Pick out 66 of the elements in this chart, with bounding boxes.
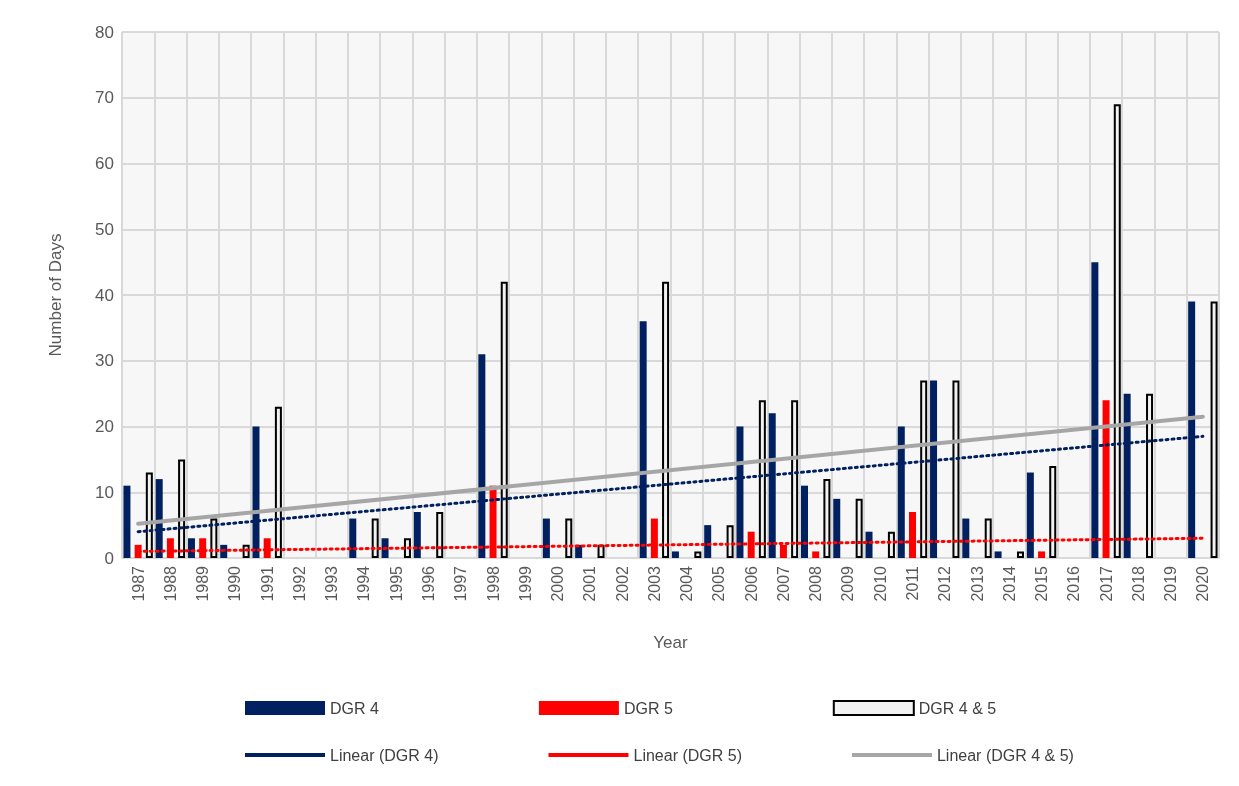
x-tick-label: 2013 bbox=[968, 565, 986, 602]
x-tick-label: 2006 bbox=[742, 565, 760, 602]
bar bbox=[381, 538, 389, 558]
y-tick-label: 50 bbox=[95, 219, 114, 239]
bar bbox=[962, 518, 970, 558]
bar bbox=[800, 485, 808, 558]
x-tick-label: 1987 bbox=[129, 565, 147, 602]
bar bbox=[865, 531, 873, 558]
x-tick-label: 2012 bbox=[936, 565, 954, 602]
y-axis-title: Number of Days bbox=[46, 233, 65, 357]
x-tick-label: 1997 bbox=[452, 565, 470, 602]
x-tick-label: 1990 bbox=[226, 565, 244, 602]
x-tick-label: 2002 bbox=[613, 565, 631, 602]
x-tick-label: 1992 bbox=[290, 565, 308, 602]
bar bbox=[833, 498, 841, 558]
x-tick-label: 1988 bbox=[161, 565, 179, 602]
x-tick-label: 1996 bbox=[420, 565, 438, 602]
y-tick-label: 20 bbox=[95, 417, 114, 436]
legend-label: DGR 4 & 5 bbox=[918, 699, 997, 717]
x-axis-title: Year bbox=[653, 633, 689, 652]
x-tick-label: 2010 bbox=[871, 565, 889, 602]
x-tick-label: 2005 bbox=[710, 565, 728, 602]
x-tick-label: 2003 bbox=[645, 565, 663, 602]
legend-label: Linear (DGR 5) bbox=[633, 746, 742, 764]
x-tick-label: 2017 bbox=[1097, 565, 1115, 602]
y-tick-label: 60 bbox=[95, 154, 114, 173]
x-tick-label: 2015 bbox=[1033, 565, 1051, 602]
x-tick-label: 1989 bbox=[194, 565, 212, 602]
x-tick-label: 2001 bbox=[581, 565, 599, 602]
x-tick-label: 2016 bbox=[1065, 565, 1083, 602]
bar bbox=[812, 551, 820, 558]
x-tick-label: 2007 bbox=[774, 565, 792, 602]
x-tick-label: 1993 bbox=[323, 565, 341, 602]
x-tick-label: 1991 bbox=[258, 565, 276, 602]
bar bbox=[704, 525, 712, 558]
x-tick-label: 1995 bbox=[387, 565, 405, 602]
x-tick-label: 1998 bbox=[484, 565, 502, 602]
y-tick-label: 40 bbox=[95, 285, 114, 305]
x-tick-label: 2014 bbox=[1000, 565, 1018, 602]
bar bbox=[349, 518, 357, 558]
x-tick-label: 2009 bbox=[839, 565, 857, 602]
x-tick-label: 2020 bbox=[1194, 565, 1212, 602]
x-tick-label: 2011 bbox=[903, 565, 921, 601]
bar bbox=[542, 518, 550, 558]
y-tick-label: 70 bbox=[95, 88, 114, 108]
x-tick-label: 1994 bbox=[355, 565, 373, 602]
x-tick-label: 2008 bbox=[807, 565, 825, 602]
legend-label: Linear (DGR 4 & 5) bbox=[936, 746, 1074, 764]
x-tick-label: 2000 bbox=[549, 565, 567, 602]
bar bbox=[1026, 472, 1034, 558]
bar bbox=[1038, 551, 1046, 558]
y-tick-label: 0 bbox=[104, 548, 114, 568]
legend-label: DGR 5 bbox=[623, 699, 673, 717]
bar bbox=[123, 485, 131, 558]
bar bbox=[671, 551, 679, 558]
legend-label: Linear (DGR 4) bbox=[330, 746, 439, 764]
bar bbox=[413, 511, 421, 558]
x-tick-label: 2004 bbox=[678, 565, 696, 602]
x-tick-label: 1999 bbox=[516, 565, 534, 602]
x-tick-label: 2019 bbox=[1162, 565, 1180, 602]
y-tick-label: 30 bbox=[95, 351, 114, 371]
y-tick-label: 80 bbox=[95, 22, 114, 42]
bar bbox=[994, 551, 1002, 558]
legend-label: DGR 4 bbox=[330, 699, 379, 717]
x-tick-label: 2018 bbox=[1129, 565, 1147, 602]
y-tick-label: 10 bbox=[95, 482, 114, 502]
